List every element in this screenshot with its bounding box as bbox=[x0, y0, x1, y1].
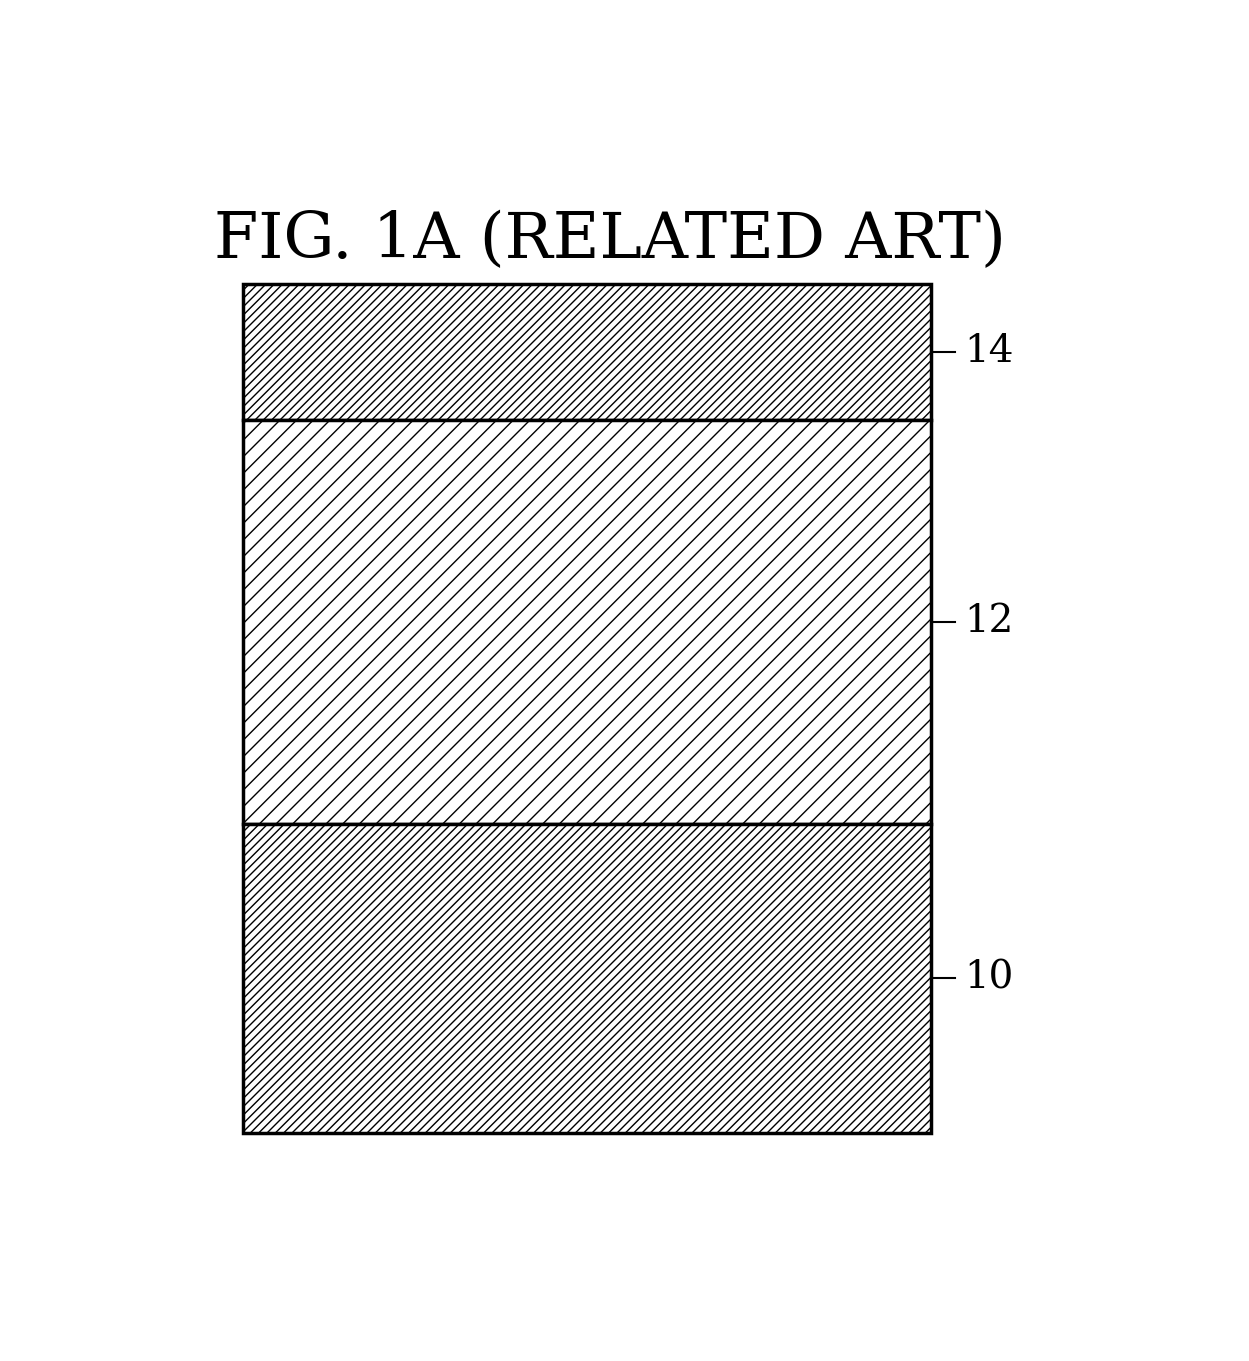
Text: 10: 10 bbox=[964, 960, 1014, 996]
Bar bbox=[244, 823, 931, 1132]
Text: 14: 14 bbox=[964, 333, 1014, 370]
Bar bbox=[244, 421, 931, 823]
Text: 12: 12 bbox=[964, 603, 1014, 640]
Text: FIG. 1A (RELATED ART): FIG. 1A (RELATED ART) bbox=[215, 211, 1007, 272]
Bar bbox=[244, 284, 931, 421]
